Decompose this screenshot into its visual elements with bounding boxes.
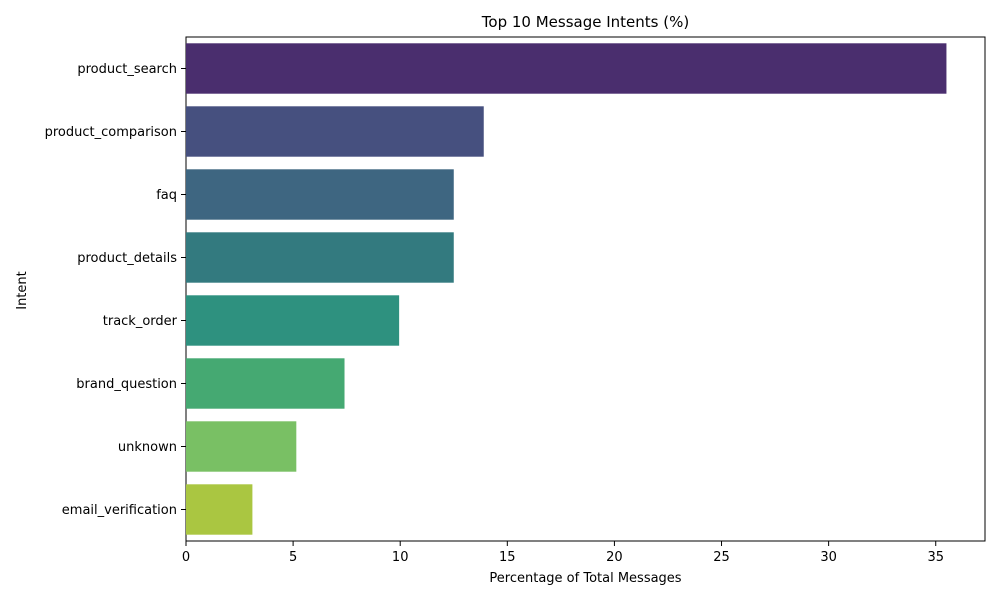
y-axis-label: Intent [15,271,30,310]
bar-track-order [186,295,400,346]
x-axis-ticks: 0 5 10 15 20 25 30 35 [182,541,944,565]
x-axis-label: Percentage of Total Messages [489,571,681,586]
x-tick-label: 30 [820,550,837,565]
y-tick-label: brand_question [76,377,177,392]
x-tick-label: 20 [606,550,623,565]
bar-email-verification [186,484,253,535]
bar-product-search [186,43,947,94]
bar-unknown [186,421,297,472]
x-tick-label: 5 [289,550,297,565]
x-tick-label: 25 [713,550,730,565]
y-tick-label: product_details [77,251,177,266]
bar-product-details [186,232,454,283]
y-tick-label: email_verification [62,503,177,518]
x-tick-label: 15 [499,550,516,565]
y-tick-label: faq [156,188,177,203]
x-tick-label: 0 [182,550,190,565]
x-tick-label: 35 [927,550,944,565]
chart-title: Top 10 Message Intents (%) [481,13,689,31]
plot-frame [185,36,986,542]
bars-group [186,43,947,535]
bar-product-comparison [186,106,484,157]
bar-brand-question [186,358,345,409]
y-tick-label: product_comparison [45,125,177,140]
y-tick-label: unknown [118,440,177,455]
y-tick-label: product_search [77,62,177,77]
y-tick-label: track_order [103,314,178,329]
bar-faq [186,169,454,220]
x-tick-label: 10 [392,550,409,565]
plot-area [185,36,986,542]
